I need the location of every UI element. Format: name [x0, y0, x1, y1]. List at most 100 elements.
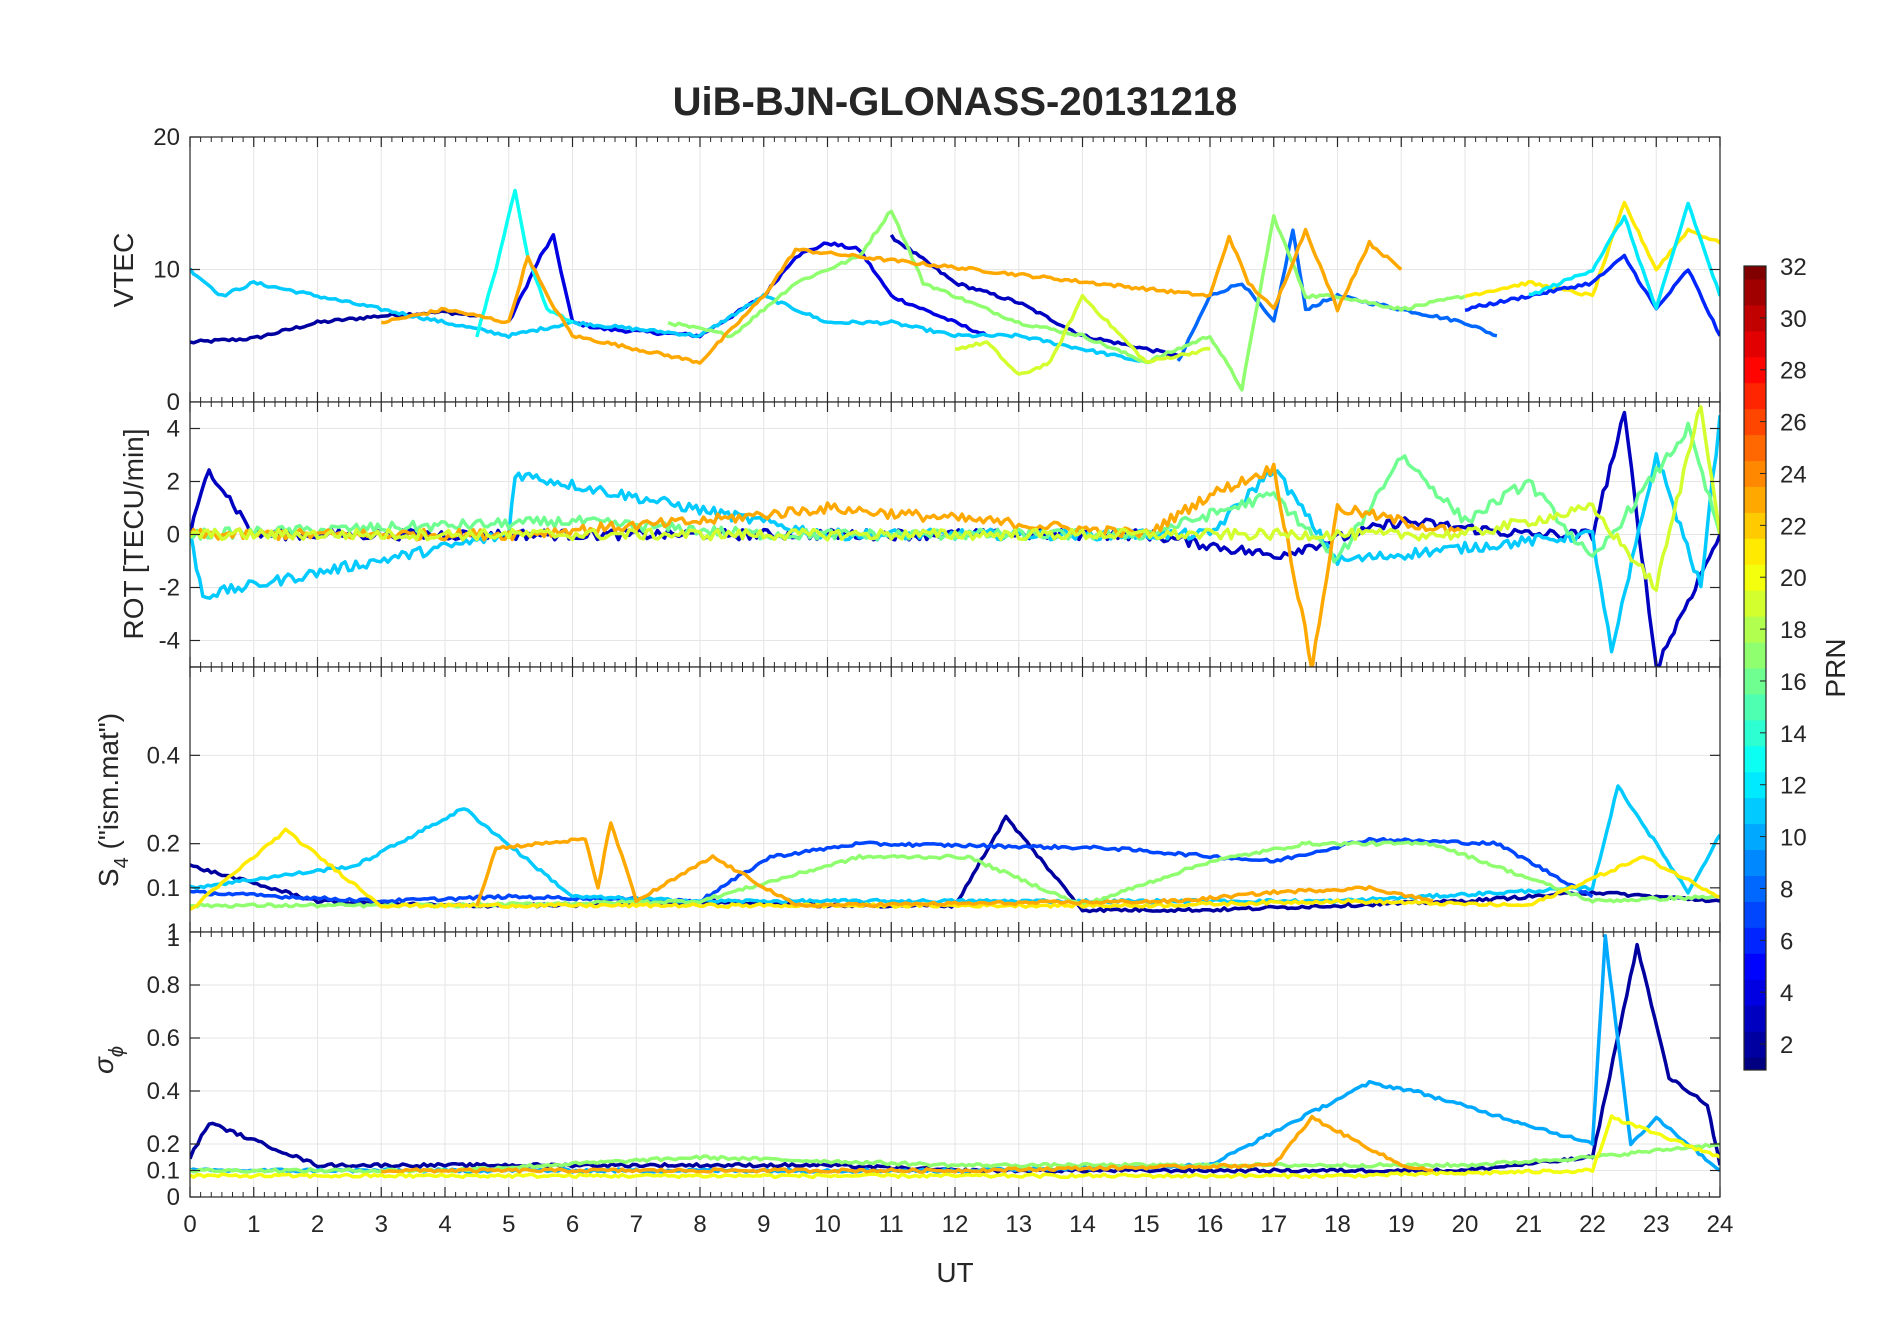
prn-23-series-line — [475, 821, 1434, 909]
y-tick-label: 10 — [153, 257, 180, 284]
sigma-phi-ticks: 00.10.20.40.60.810 1 2 3 4 5 6 7 8 9 10 11 12 13 14 15 1… — [147, 919, 1734, 1238]
prn-23-series-line — [381, 1114, 1434, 1174]
vtec-series — [190, 188, 1720, 392]
colorbar-segment — [1744, 382, 1766, 410]
x-tick-label: 16 — [1197, 1211, 1224, 1238]
colorbar-tick-label: 4 — [1780, 980, 1793, 1007]
x-tick-label: 13 — [1005, 1211, 1032, 1238]
colorbar-segment — [1744, 1031, 1766, 1058]
x-tick-label: 24 — [1707, 1211, 1734, 1238]
colorbar-tick-label: 8 — [1780, 876, 1793, 903]
colorbar-segment — [1744, 538, 1766, 565]
colorbar-tick-label: 26 — [1780, 410, 1807, 437]
colorbar-segment — [1744, 668, 1766, 695]
prn-19-series-line — [955, 293, 1211, 376]
y-tick-label: -4 — [159, 628, 180, 655]
colorbar-tick-label: 30 — [1780, 306, 1807, 333]
s4-ylabel-rest: ("ism.mat") — [93, 713, 124, 857]
x-tick-label: 9 — [757, 1211, 770, 1238]
x-tick-label: 4 — [438, 1211, 451, 1238]
colorbar-tick-label: 12 — [1780, 773, 1807, 800]
sigma-phi-ylabel-main: σ — [88, 1056, 119, 1074]
colorbar-tick-label: 20 — [1780, 565, 1807, 592]
prn-6-series-line — [1464, 253, 1720, 337]
colorbar-segment — [1744, 266, 1766, 280]
colorbar-segment — [1744, 616, 1766, 643]
vtec-ylabel: VTEC — [108, 233, 139, 308]
rot-panel: -4 -2 0 2 4 ROT [TECU/min] — [118, 401, 1721, 668]
colorbar-tick-label: 24 — [1780, 461, 1807, 488]
y-tick-label: 0.4 — [147, 1078, 180, 1105]
colorbar-segment — [1744, 745, 1766, 773]
colorbar-segment — [1744, 953, 1766, 980]
colorbar-tick-label: 32 — [1780, 254, 1807, 281]
colorbar-tick-label: 10 — [1780, 825, 1807, 852]
colorbar-segment — [1744, 1005, 1766, 1032]
x-tick-label: 22 — [1579, 1211, 1606, 1238]
colorbar-tick-label: 2 — [1780, 1032, 1793, 1059]
x-tick-label: 20 — [1452, 1211, 1479, 1238]
colorbar-segment — [1744, 1057, 1766, 1071]
y-tick-label: 0.1 — [147, 875, 180, 902]
x-tick-label: 15 — [1133, 1211, 1160, 1238]
y-tick-label: 0 — [167, 389, 180, 416]
colorbar-tick-label: 18 — [1780, 617, 1807, 644]
x-tick-label: 21 — [1515, 1211, 1542, 1238]
prn-11-series-line — [190, 267, 1148, 364]
x-tick-label: 5 — [502, 1211, 515, 1238]
chart-title: UiB-BJN-GLONASS-20131218 — [673, 80, 1238, 124]
colorbar-tick-label: 22 — [1780, 513, 1807, 540]
colorbar-label: PRN — [1820, 638, 1851, 697]
colorbar-segment — [1744, 564, 1766, 591]
vtec-panel: 0 10 20 VTEC — [108, 124, 1721, 416]
x-tick-label: 11 — [879, 1211, 904, 1238]
sigma-phi-series — [190, 934, 1720, 1180]
colorbar-frame — [1743, 265, 1767, 1071]
prn-12-series-line — [1528, 201, 1720, 310]
s4-series — [190, 784, 1720, 914]
prn-8-series-line — [1176, 228, 1498, 362]
prn-23-series-line — [381, 227, 1403, 365]
prn-21-series-line — [190, 827, 1720, 911]
y-tick-label: 4 — [167, 416, 180, 443]
colorbar-segment — [1744, 590, 1766, 617]
y-tick-label: 20 — [153, 124, 180, 151]
colorbar-segment — [1744, 512, 1766, 539]
colorbar-segment — [1744, 408, 1766, 436]
y-tick-label: 1 — [167, 925, 180, 952]
sigma-phi-panel: 00.10.20.40.60.810 1 2 3 4 5 6 7 8 9 10 11 12 13 14 15 1… — [88, 919, 1733, 1238]
x-tick-label: 0 — [183, 1211, 196, 1238]
colorbar-segment — [1744, 797, 1766, 825]
colorbar-segment — [1744, 642, 1766, 669]
prn-11-series-line — [190, 784, 1720, 905]
rot-series — [190, 405, 1720, 667]
prn-19-series-line — [190, 405, 1720, 592]
x-tick-label: 6 — [566, 1211, 579, 1238]
x-axis-label: UT — [936, 1257, 973, 1288]
colorbar-segment — [1744, 460, 1766, 487]
colorbar-segment — [1744, 927, 1766, 954]
x-tick-label: 1 — [247, 1211, 260, 1238]
x-tick-label: 8 — [693, 1211, 706, 1238]
s4-ylabel-main: S — [93, 868, 124, 887]
colorbar-tick-label: 28 — [1780, 358, 1807, 385]
y-tick-label: 0 — [167, 1184, 180, 1211]
colorbar-segment — [1744, 875, 1766, 902]
colorbar-segment — [1744, 486, 1766, 513]
prn-16-series-line — [190, 421, 1720, 564]
y-tick-label: 0.6 — [147, 1025, 180, 1052]
y-tick-label: 0.8 — [147, 972, 180, 999]
colorbar-tick-label: 6 — [1780, 928, 1793, 955]
colorbar-segment — [1744, 823, 1766, 851]
colorbar-segment — [1744, 849, 1766, 876]
vtec-ticks: 0 10 20 — [153, 124, 1721, 416]
x-tick-label: 17 — [1260, 1211, 1287, 1238]
x-tick-label: 19 — [1388, 1211, 1415, 1238]
y-tick-label: 0 — [167, 522, 180, 549]
s4-ylabel-sub: 4 — [111, 857, 133, 868]
rot-ylabel: ROT [TECU/min] — [118, 428, 149, 639]
x-tick-label: 10 — [814, 1211, 841, 1238]
y-tick-label: 0.2 — [147, 831, 180, 858]
sigma-phi-ylabel: σϕ — [88, 1046, 128, 1074]
